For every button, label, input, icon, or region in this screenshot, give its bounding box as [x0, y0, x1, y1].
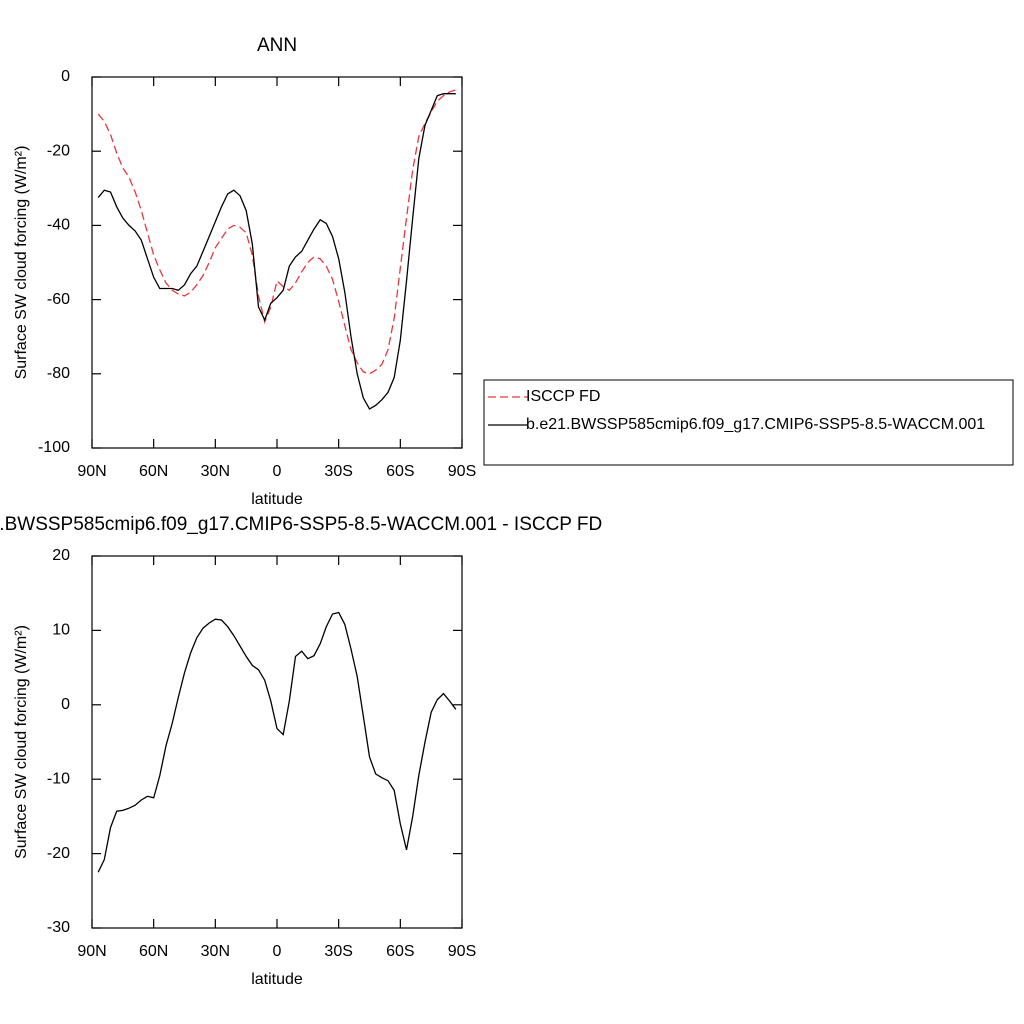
y-tick-label: -80 — [47, 365, 70, 382]
legend-box — [483, 379, 1014, 466]
y-tick-label: 0 — [61, 68, 70, 85]
y-tick-label: -20 — [47, 845, 70, 862]
y-tick-label: -40 — [47, 217, 70, 234]
y-axis-label: Surface SW cloud forcing (W/m²) — [13, 625, 30, 859]
y-tick-label: -10 — [47, 770, 70, 787]
x-tick-label: 90N — [77, 943, 106, 960]
x-axis-label: latitude — [251, 971, 303, 988]
x-tick-label: 60N — [139, 943, 168, 960]
x-tick-label: 60S — [386, 943, 414, 960]
x-tick-label: 0 — [273, 463, 282, 480]
x-tick-label: 30S — [324, 463, 352, 480]
x-tick-label: 60S — [386, 463, 414, 480]
x-tick-label: 30N — [201, 943, 230, 960]
data-line — [97, 611, 457, 873]
y-tick-label: 0 — [61, 696, 70, 713]
x-tick-label: 60N — [139, 463, 168, 480]
x-tick-label: 30S — [324, 943, 352, 960]
y-tick-label: -60 — [47, 291, 70, 308]
x-tick-label: 90S — [448, 943, 476, 960]
y-tick-label: 10 — [52, 622, 70, 639]
data-line — [97, 93, 456, 410]
x-tick-label: 0 — [273, 943, 282, 960]
x-tick-label: 30N — [201, 463, 230, 480]
y-tick-label: -20 — [47, 142, 70, 159]
x-tick-label: 90S — [448, 463, 476, 480]
plot-frame — [91, 76, 463, 449]
y-tick-label: -100 — [38, 439, 70, 456]
y-axis-label: Surface SW cloud forcing (W/m²) — [13, 146, 30, 380]
y-tick-label: 20 — [52, 547, 70, 564]
x-tick-label: 90N — [77, 463, 106, 480]
data-line — [97, 89, 456, 375]
chart-title: b.e21.BWSSP585cmip6.f09_g17.CMIP6-SSP5-8… — [0, 514, 602, 535]
chart-title: ANN — [257, 35, 297, 56]
y-tick-label: -30 — [47, 919, 70, 936]
plot-frame — [91, 555, 463, 929]
legend-label: b.e21.BWSSP585cmip6.f09_g17.CMIP6-SSP5-8… — [526, 416, 985, 433]
x-axis-label: latitude — [251, 491, 303, 508]
legend-label: ISCCP FD — [526, 388, 600, 405]
